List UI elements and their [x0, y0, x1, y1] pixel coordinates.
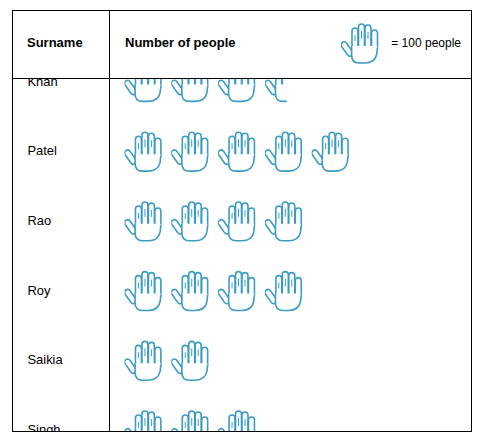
html-text:= 100 people: = 100 people [391, 36, 461, 50]
svg-text:Roy: Roy [27, 283, 51, 298]
html-text:Number of people: Number of people [125, 35, 236, 50]
svg-text:Saikia: Saikia [27, 352, 63, 367]
html-text:Surname: Surname [27, 35, 83, 50]
svg-text:Khan: Khan [27, 79, 57, 89]
svg-text:Patel: Patel [27, 143, 57, 158]
svg-text:Singh: Singh [27, 422, 60, 431]
svg-text:Rao: Rao [27, 213, 51, 228]
